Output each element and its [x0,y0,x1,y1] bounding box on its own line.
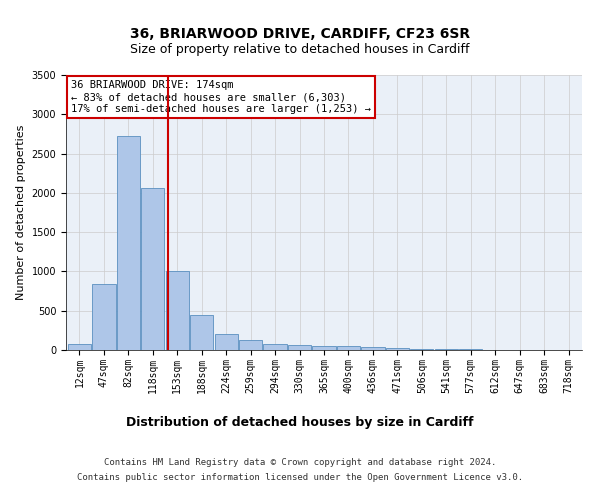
Bar [190,316,214,350]
Bar [92,284,116,350]
Text: Contains HM Land Registry data © Crown copyright and database right 2024.: Contains HM Land Registry data © Crown c… [104,458,496,467]
Text: 36, BRIARWOOD DRIVE, CARDIFF, CF23 6SR: 36, BRIARWOOD DRIVE, CARDIFF, CF23 6SR [130,28,470,42]
Bar [361,347,385,350]
Bar [263,344,287,350]
Bar [386,348,409,350]
Bar [313,346,335,350]
Text: Distribution of detached houses by size in Cardiff: Distribution of detached houses by size … [126,416,474,429]
Text: Size of property relative to detached houses in Cardiff: Size of property relative to detached ho… [130,42,470,56]
Bar [434,349,458,350]
Bar [117,136,140,350]
Bar [68,344,91,350]
Bar [166,272,189,350]
Bar [288,346,311,350]
Text: Contains public sector information licensed under the Open Government Licence v3: Contains public sector information licen… [77,473,523,482]
Bar [337,346,360,350]
Bar [239,340,262,350]
Bar [215,334,238,350]
Y-axis label: Number of detached properties: Number of detached properties [16,125,26,300]
Text: 36 BRIARWOOD DRIVE: 174sqm
← 83% of detached houses are smaller (6,303)
17% of s: 36 BRIARWOOD DRIVE: 174sqm ← 83% of deta… [71,80,371,114]
Bar [141,188,164,350]
Bar [410,349,433,350]
